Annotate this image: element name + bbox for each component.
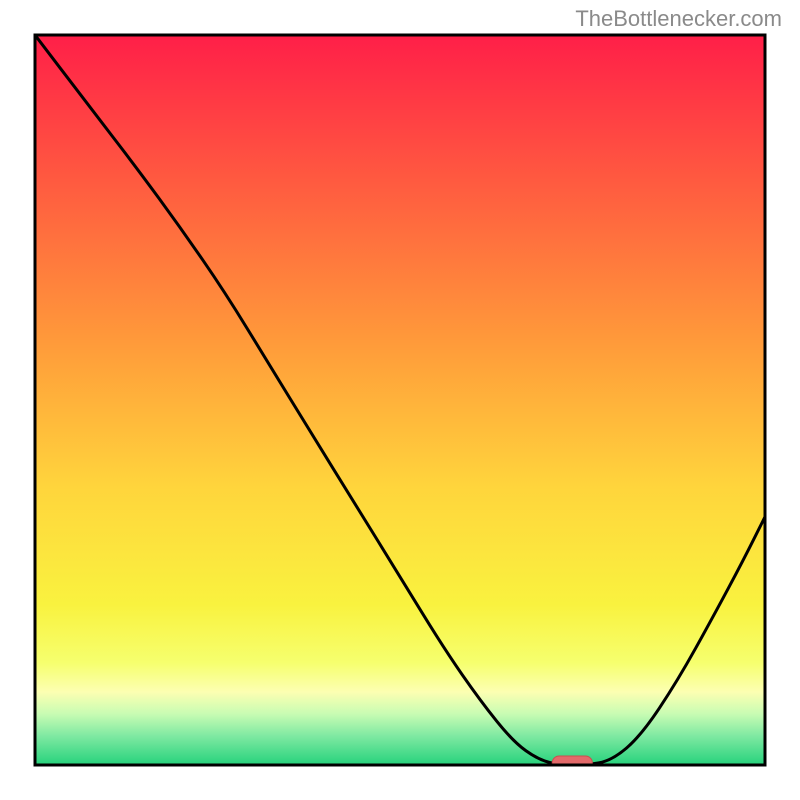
optimal-marker-pill xyxy=(552,756,592,770)
watermark-text: TheBottlenecker.com xyxy=(575,6,782,32)
bottleneck-gradient-chart xyxy=(0,0,800,800)
chart-frame: TheBottlenecker.com xyxy=(0,0,800,800)
gradient-background xyxy=(35,35,765,765)
